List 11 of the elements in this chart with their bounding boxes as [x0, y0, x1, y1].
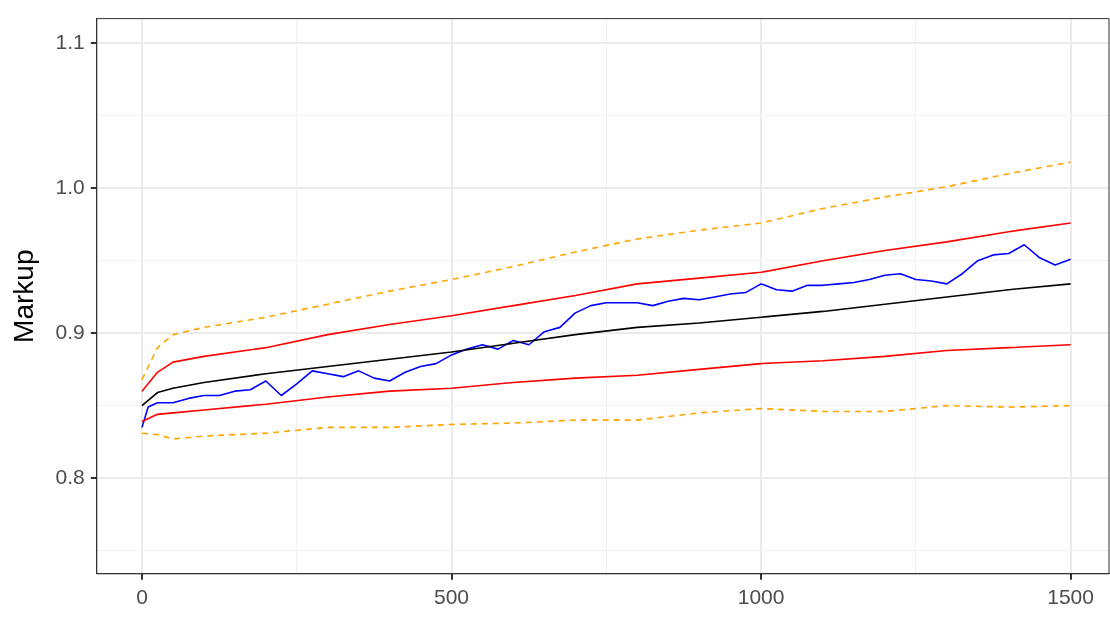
y-axis-title: Markup [7, 249, 39, 343]
y-tick-label: 0.8 [55, 464, 85, 488]
x-tick-label: 0 [136, 585, 148, 609]
y-tick-label: 1.1 [55, 30, 85, 54]
line-series [141, 404, 1072, 440]
y-tick-label: 1.0 [55, 175, 85, 198]
line-series [141, 161, 1072, 381]
x-tick-label: 1500 [1047, 585, 1094, 609]
x-tick-label: 500 [434, 585, 470, 609]
y-tick-label: 0.9 [55, 319, 85, 343]
x-tick-label: 1000 [737, 585, 785, 609]
